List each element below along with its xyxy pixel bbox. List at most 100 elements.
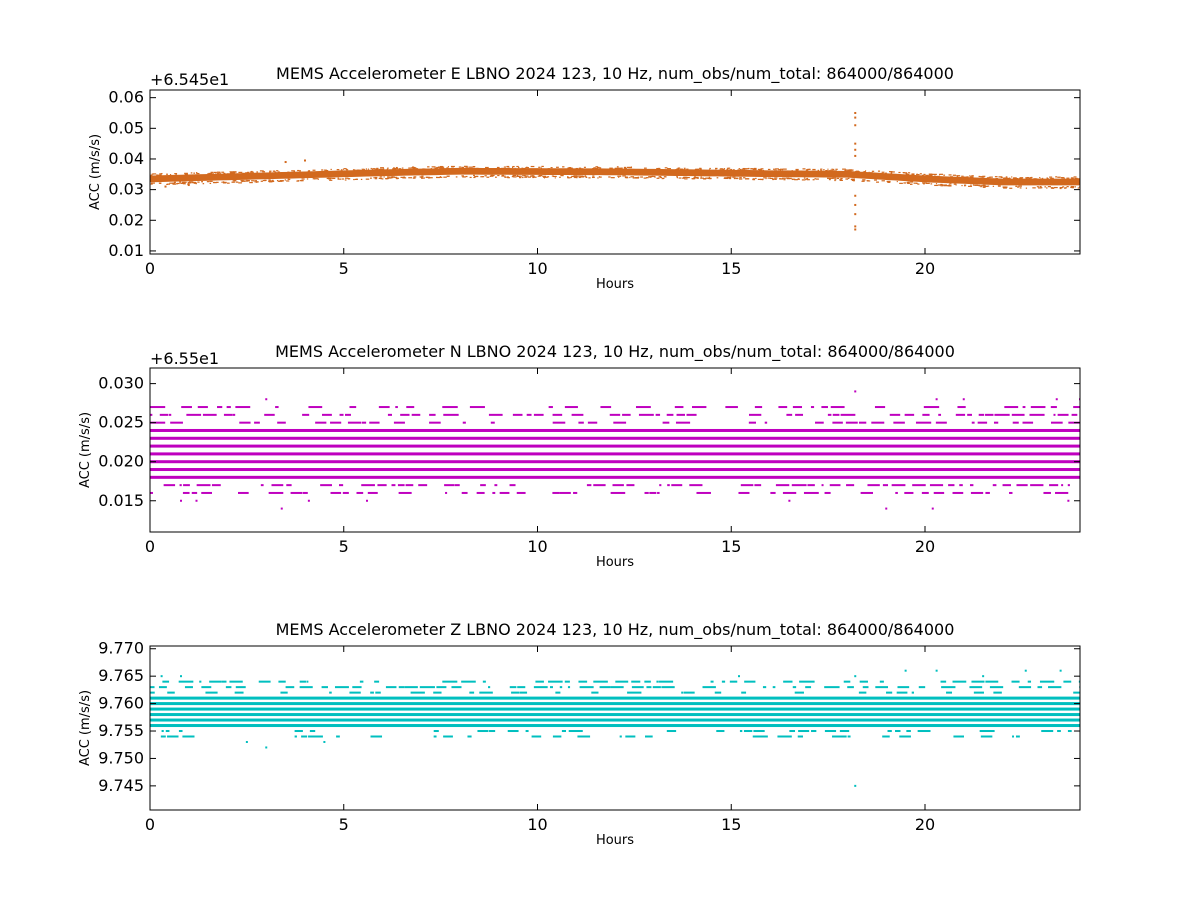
- data-point-e: [461, 166, 465, 168]
- data-point-e: [852, 179, 855, 181]
- data-point-e: [232, 172, 236, 174]
- data-point-e: [183, 181, 187, 183]
- data-point-e: [791, 170, 794, 172]
- data-point-e: [741, 168, 746, 170]
- data-point-e: [863, 171, 866, 173]
- data-point-z: [896, 691, 908, 694]
- data-point-n: [659, 484, 662, 487]
- data-point-z: [167, 691, 175, 694]
- data-point-z: [1059, 669, 1062, 672]
- data-point-e: [700, 177, 704, 179]
- data-point-e: [342, 168, 344, 170]
- data-point-e: [953, 183, 957, 185]
- data-point-e: [439, 167, 444, 170]
- data-point-e: [982, 175, 986, 177]
- data-point-e: [299, 170, 301, 172]
- data-point-e: [1070, 177, 1074, 179]
- data-point-e: [388, 177, 392, 179]
- data-point-e: [443, 176, 447, 178]
- data-point-e: [538, 166, 541, 168]
- data-point-z: [404, 686, 418, 689]
- data-point-z: [989, 686, 1004, 689]
- data-point-n: [600, 406, 612, 409]
- data-point-e: [594, 167, 597, 170]
- data-marks-z: [150, 669, 1080, 787]
- data-point-z: [953, 735, 964, 738]
- data-point-e: [480, 176, 483, 178]
- y-tick-label-e: 0.05: [108, 118, 144, 137]
- data-point-n: [330, 421, 342, 424]
- data-point-n: [612, 484, 624, 487]
- data-point-z: [442, 680, 458, 683]
- data-point-n: [1022, 421, 1034, 424]
- data-point-e: [380, 167, 384, 169]
- data-point-n: [179, 484, 182, 487]
- data-point-e: [206, 181, 210, 183]
- data-point-z: [1078, 680, 1080, 683]
- data-point-e: [276, 170, 279, 172]
- data-point-e: [823, 169, 825, 171]
- data-point-n: [782, 491, 797, 494]
- data-point-e: [937, 184, 942, 186]
- data-point-z: [752, 735, 768, 738]
- data-point-e: [854, 124, 857, 127]
- data-point-e: [854, 142, 857, 145]
- data-point-e: [490, 174, 493, 176]
- data-point-n: [202, 413, 217, 416]
- data-point-e: [726, 176, 731, 179]
- data-point-n: [791, 484, 807, 487]
- data-point-n: [657, 491, 660, 494]
- data-point-z: [321, 686, 328, 689]
- data-point-e: [644, 167, 647, 169]
- data-point-e: [964, 176, 969, 178]
- data-point-e: [556, 166, 559, 168]
- data-point-e: [519, 175, 522, 177]
- data-point-e: [216, 171, 221, 173]
- data-point-e: [345, 168, 348, 170]
- data-point-z: [329, 691, 332, 694]
- data-point-e: [651, 175, 654, 178]
- data-point-z: [631, 680, 641, 683]
- data-point-e: [620, 167, 623, 169]
- data-point-e: [1066, 186, 1069, 188]
- data-point-e: [978, 175, 981, 178]
- data-point-e: [720, 168, 723, 170]
- data-point-e: [989, 176, 993, 178]
- data-point-e: [363, 168, 365, 171]
- data-point-n: [480, 484, 486, 487]
- data-point-e: [159, 173, 163, 175]
- data-point-n: [586, 484, 592, 487]
- data-point-n: [286, 484, 292, 487]
- data-point-e: [1077, 178, 1080, 180]
- data-point-e: [899, 182, 903, 184]
- data-point-e: [970, 184, 972, 186]
- data-point-z: [716, 730, 725, 733]
- data-point-n: [933, 491, 945, 494]
- data-point-n: [271, 484, 284, 487]
- data-point-e: [494, 176, 497, 178]
- data-point-e: [925, 174, 929, 176]
- data-point-n: [912, 484, 926, 487]
- data-point-e: [465, 175, 468, 178]
- y-tick-label-z: 9.750: [98, 748, 144, 767]
- y-tick-label-z: 9.755: [98, 721, 144, 740]
- data-point-z: [535, 680, 544, 683]
- data-point-e: [304, 159, 306, 162]
- data-point-z: [205, 691, 218, 694]
- data-point-e: [1040, 187, 1043, 189]
- data-point-e: [637, 176, 640, 178]
- data-point-e: [774, 177, 778, 179]
- data-point-e: [658, 176, 660, 178]
- data-level-z: [150, 707, 1080, 711]
- data-point-n: [938, 413, 942, 416]
- data-point-e: [820, 168, 823, 170]
- data-point-n: [302, 413, 310, 416]
- data-point-n: [655, 413, 661, 416]
- data-point-e: [825, 169, 828, 172]
- data-point-e: [833, 170, 837, 172]
- data-point-e: [403, 176, 406, 178]
- data-point-e: [232, 180, 236, 182]
- data-point-z: [349, 691, 361, 694]
- data-point-z: [744, 680, 756, 683]
- data-point-n: [994, 413, 1010, 416]
